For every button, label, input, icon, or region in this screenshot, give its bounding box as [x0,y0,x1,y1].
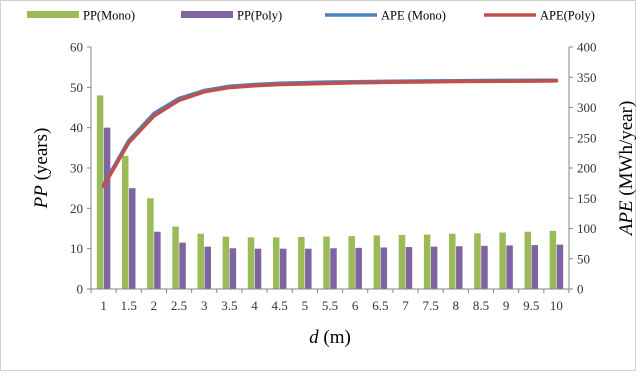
y-axis-right-title: APE (MWh/year) [616,101,637,238]
bar-pp-mono-5.5 [323,236,330,289]
legend-swatch-pp-mono [27,11,79,18]
bar-pp-mono-6.5 [373,235,381,289]
bar-pp-poly-4.5 [279,248,287,289]
x-tick-label: 9.5 [523,298,539,313]
x-tick-label: 9 [503,298,510,313]
bar-pp-mono-8 [449,233,456,289]
y-right-tick-label: 0 [577,282,584,297]
x-axis-title: d (m) [309,327,351,348]
bar-pp-poly-7.5 [430,246,438,289]
line-ape-poly [101,79,559,188]
x-tick-label: 6 [352,298,359,313]
bar-pp-mono-7.5 [423,234,431,289]
legend-swatch-pp-poly [181,11,233,18]
bar-pp-mono-4 [247,237,255,289]
x-tick-label: 4.5 [272,298,288,313]
bar-pp-poly-3.5 [229,248,237,289]
y-right-tick-label: 150 [577,191,597,206]
bar-pp-mono-3 [197,233,204,289]
y-left-tick-label: 20 [70,201,83,216]
axis-titles-group: d (m) PP (years) APE (MWh/year) [31,101,637,348]
line-series-group [101,78,559,188]
bar-pp-mono-1.5 [121,155,129,289]
bar-pp-mono-2.5 [172,226,179,289]
y-left-tick-label: 50 [70,80,83,95]
bar-pp-mono-2 [147,198,154,289]
legend-label-ape-poly: APE(Poly) [540,9,595,23]
x-tick-label: 1 [100,298,107,313]
y-left-tick-label: 60 [70,40,83,55]
bar-pp-poly-9 [506,245,513,289]
y-right-tick-label: 300 [577,100,597,115]
y-right-tick-label: 100 [577,221,597,236]
bar-pp-poly-10 [556,244,564,289]
bar-pp-poly-5 [305,248,312,289]
x-tick-label: 7 [402,298,409,313]
x-tick-label: 2.5 [171,298,187,313]
bar-pp-poly-4 [254,248,262,289]
y-left-tick-label: 40 [70,120,83,135]
y-left-tick-label: 10 [70,241,83,256]
x-tick-label: 4 [251,298,258,313]
bar-pp-poly-8 [456,246,463,289]
bar-pp-poly-2 [154,231,161,289]
x-tick-label: 5.5 [322,298,338,313]
legend-label-pp-poly: PP(Poly) [237,9,282,23]
y-right-tick-label: 250 [577,130,597,145]
bar-pp-mono-4.5 [272,237,280,289]
bar-pp-mono-7 [398,234,406,289]
bar-pp-poly-6 [355,247,362,289]
bar-pp-mono-8.5 [474,233,481,289]
x-tick-label: 1.5 [121,298,137,313]
axes-group: 0 10 20 30 40 50 60 0 50 100 150 200 250 300 350 400 1 1.… [70,40,597,314]
bar-pp-mono-5 [298,236,305,289]
bar-pp-mono-6 [348,236,355,289]
x-tick-label: 7.5 [423,298,439,313]
y-left-tick-label: 0 [77,282,84,297]
y-right-tick-label: 350 [577,70,597,85]
bar-pp-poly-5.5 [330,248,337,289]
bar-pp-mono-1 [96,95,104,290]
legend-label-ape-mono: APE (Mono) [381,9,446,23]
y-right-tick-label: 50 [577,251,590,266]
bar-pp-mono-10 [549,230,557,289]
bar-pp-mono-3.5 [222,236,230,289]
bar-pp-mono-9.5 [524,231,532,289]
bar-pp-poly-2.5 [179,242,186,289]
y-left-tick-label: 30 [70,161,83,176]
legend: PP(Mono) PP(Poly) APE (Mono) APE(Poly) [27,9,595,23]
y-right-tick-label: 400 [577,40,597,55]
bar-pp-poly-1 [103,127,111,289]
bar-pp-poly-3 [204,246,211,289]
x-tick-label: 3.5 [221,298,237,313]
x-tick-label: 6.5 [372,298,388,313]
bar-pp-poly-9.5 [531,245,539,289]
y-right-tick-label: 200 [577,161,597,176]
x-tick-label: 8 [453,298,460,313]
x-tick-label: 5 [302,298,309,313]
legend-label-pp-mono: PP(Mono) [83,9,135,23]
y-axis-left-title: PP (years) [31,128,52,210]
line-ape-mono [101,78,559,187]
x-tick-label: 3 [201,298,208,313]
bar-pp-poly-8.5 [481,245,488,289]
bar-pp-mono-9 [499,232,506,289]
x-tick-label: 8.5 [473,298,489,313]
x-tick-label: 2 [151,298,158,313]
x-tick-label: 10 [550,298,563,313]
bar-pp-poly-1.5 [128,188,136,289]
bar-series-group [96,95,564,290]
bar-pp-poly-7 [405,247,413,289]
bar-pp-poly-6.5 [380,247,388,289]
